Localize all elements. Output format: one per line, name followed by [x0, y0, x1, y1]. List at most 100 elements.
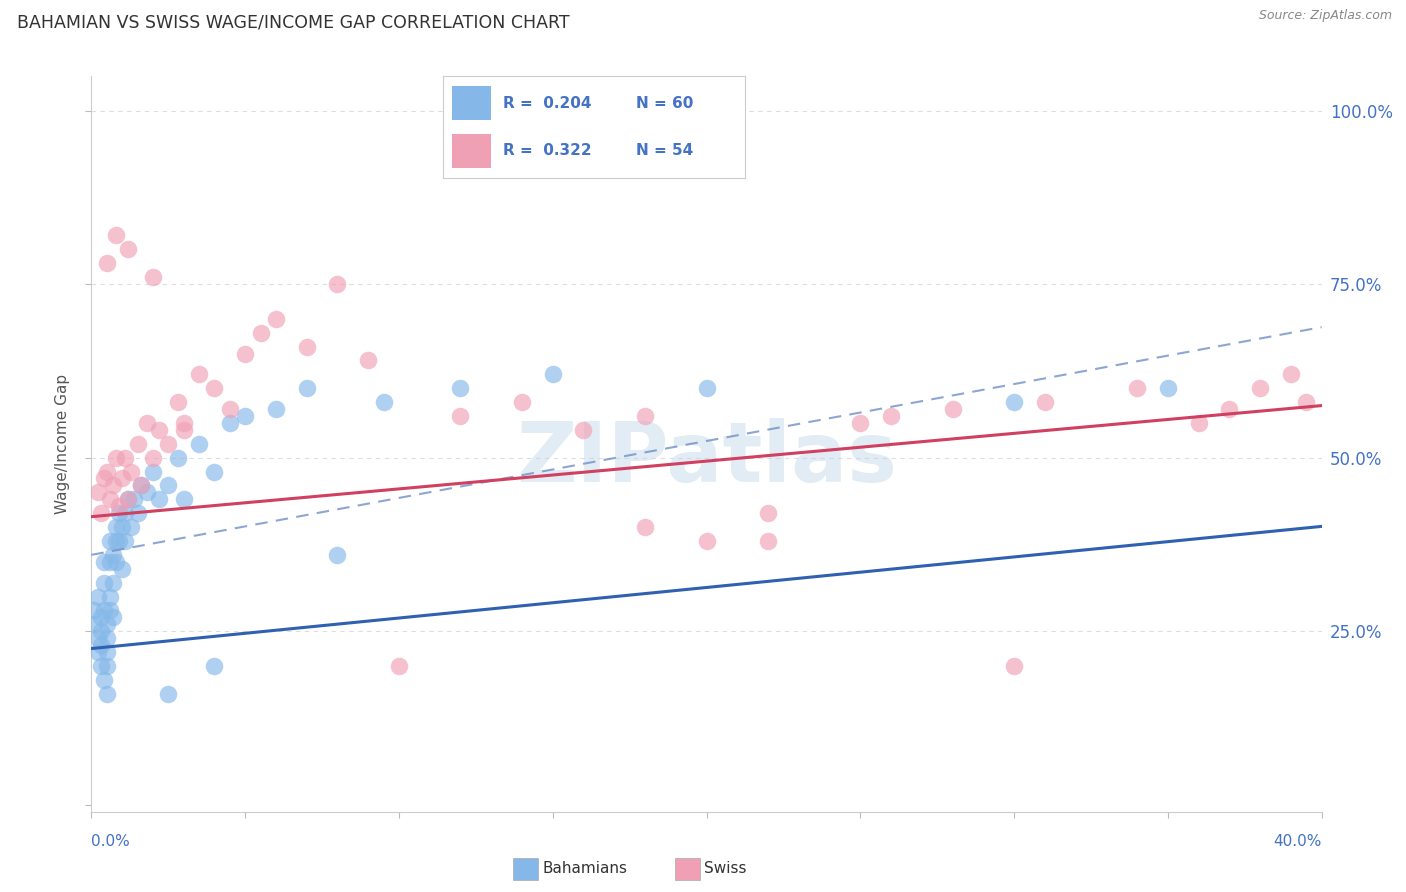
Point	[202, 659, 225, 673]
Point	[696, 381, 718, 395]
Point	[357, 353, 380, 368]
Point	[1218, 402, 1240, 417]
Point	[120, 465, 142, 479]
Point	[942, 402, 965, 417]
Point	[86, 631, 108, 645]
Point	[148, 492, 170, 507]
Point	[249, 326, 271, 340]
Point	[111, 471, 134, 485]
Point	[510, 395, 533, 409]
Point	[98, 590, 121, 604]
Point	[105, 228, 127, 243]
Point	[148, 423, 170, 437]
Point	[264, 402, 287, 417]
Point	[264, 311, 287, 326]
Point	[157, 437, 180, 451]
Point	[202, 465, 225, 479]
Point	[101, 478, 124, 492]
Point	[114, 533, 136, 548]
Point	[129, 478, 152, 492]
Text: 40.0%: 40.0%	[1274, 834, 1322, 849]
Point	[1033, 395, 1056, 409]
Point	[142, 465, 165, 479]
Point	[880, 409, 903, 423]
Point	[93, 471, 115, 485]
Point	[90, 624, 112, 639]
Bar	[451, 87, 491, 120]
Point	[135, 485, 157, 500]
Point	[101, 548, 124, 562]
Point	[295, 340, 318, 354]
Point	[142, 270, 165, 285]
Point	[127, 437, 149, 451]
Point	[449, 409, 471, 423]
Point	[166, 450, 188, 465]
Point	[572, 423, 595, 437]
Point	[218, 416, 240, 430]
Point	[202, 381, 225, 395]
Point	[86, 590, 108, 604]
Point	[117, 492, 139, 507]
Point	[98, 533, 121, 548]
Point	[233, 346, 256, 360]
Point	[108, 506, 131, 520]
Point	[173, 416, 195, 430]
Point	[295, 381, 318, 395]
Point	[135, 416, 157, 430]
Point	[756, 506, 779, 520]
Point	[188, 437, 211, 451]
Point	[1126, 381, 1149, 395]
Point	[111, 562, 134, 576]
Bar	[451, 135, 491, 168]
Point	[93, 575, 115, 590]
Point	[96, 465, 118, 479]
Point	[756, 533, 779, 548]
Point	[1002, 395, 1025, 409]
Point	[93, 555, 115, 569]
Point	[111, 520, 134, 534]
Point	[696, 533, 718, 548]
Y-axis label: Wage/Income Gap: Wage/Income Gap	[55, 374, 70, 514]
Point	[117, 243, 139, 257]
Point	[114, 450, 136, 465]
Point	[129, 478, 152, 492]
Text: R =  0.322: R = 0.322	[503, 144, 592, 158]
Point	[114, 506, 136, 520]
Point	[157, 687, 180, 701]
Point	[634, 409, 657, 423]
Point	[86, 485, 108, 500]
Point	[105, 533, 127, 548]
Text: R =  0.204: R = 0.204	[503, 96, 592, 111]
Point	[96, 617, 118, 632]
Text: ZIPatlas: ZIPatlas	[516, 418, 897, 499]
Text: BAHAMIAN VS SWISS WAGE/INCOME GAP CORRELATION CHART: BAHAMIAN VS SWISS WAGE/INCOME GAP CORREL…	[17, 13, 569, 31]
Point	[326, 548, 349, 562]
Point	[849, 416, 872, 430]
Point	[98, 492, 121, 507]
Text: N = 60: N = 60	[637, 96, 693, 111]
Point	[373, 395, 395, 409]
Point	[173, 423, 195, 437]
Point	[96, 659, 118, 673]
Point	[117, 492, 139, 507]
Point	[83, 617, 105, 632]
Point	[83, 603, 105, 617]
Point	[1295, 395, 1317, 409]
Point	[96, 645, 118, 659]
Point	[108, 533, 131, 548]
Point	[101, 575, 124, 590]
Point	[388, 659, 411, 673]
Point	[120, 520, 142, 534]
Point	[1279, 368, 1302, 382]
Point	[90, 610, 112, 624]
Point	[90, 506, 112, 520]
Point	[173, 492, 195, 507]
Point	[90, 638, 112, 652]
Point	[326, 277, 349, 291]
Point	[93, 673, 115, 687]
Point	[142, 450, 165, 465]
Point	[1157, 381, 1180, 395]
Point	[98, 603, 121, 617]
Point	[105, 555, 127, 569]
Point	[1249, 381, 1271, 395]
